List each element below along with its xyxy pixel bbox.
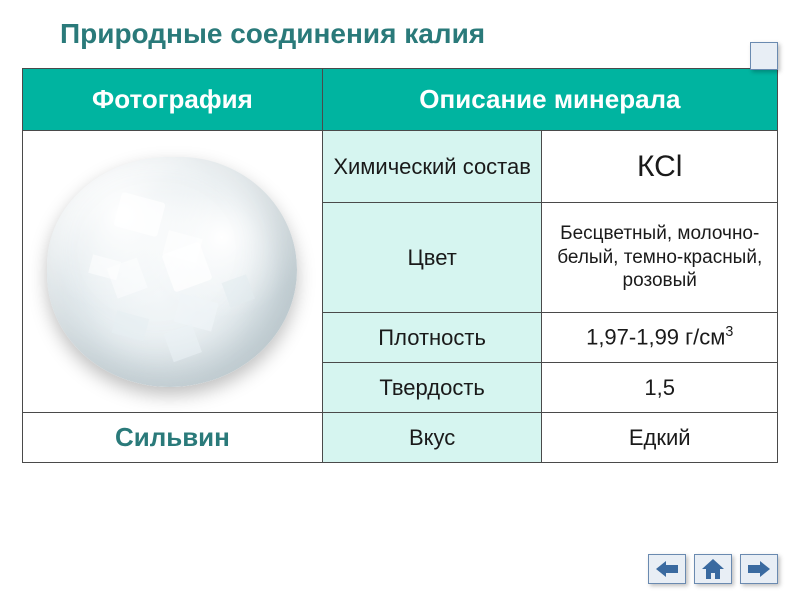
arrow-left-icon [656, 561, 678, 577]
mineral-photo [47, 157, 297, 387]
value-formula: КСl [542, 131, 778, 203]
nav-corner-button[interactable] [750, 42, 778, 70]
nav-next-button[interactable] [740, 554, 778, 584]
page-title: Природные соединения калия [0, 0, 800, 64]
home-icon [702, 559, 724, 579]
value-color: Бесцветный, молочно-белый, темно-красный… [542, 203, 778, 313]
label-density: Плотность [322, 313, 542, 363]
nav-home-button[interactable] [694, 554, 732, 584]
header-description: Описание минерала [322, 69, 777, 131]
row-composition: Химический состав КСl [23, 131, 778, 203]
label-color: Цвет [322, 203, 542, 313]
bottom-nav [648, 554, 778, 584]
header-photo: Фотография [23, 69, 323, 131]
value-density: 1,97-1,99 г/см3 [542, 313, 778, 363]
label-composition: Химический состав [322, 131, 542, 203]
value-taste: Едкий [542, 413, 778, 463]
value-hardness: 1,5 [542, 363, 778, 413]
row-taste: Сильвин Вкус Едкий [23, 413, 778, 463]
mineral-name: Сильвин [23, 413, 323, 463]
table-header-row: Фотография Описание минерала [23, 69, 778, 131]
nav-prev-button[interactable] [648, 554, 686, 584]
photo-cell [23, 131, 323, 413]
mineral-table: Фотография Описание минерала Химический … [22, 68, 778, 463]
label-taste: Вкус [322, 413, 542, 463]
label-hardness: Твердость [322, 363, 542, 413]
arrow-right-icon [748, 561, 770, 577]
